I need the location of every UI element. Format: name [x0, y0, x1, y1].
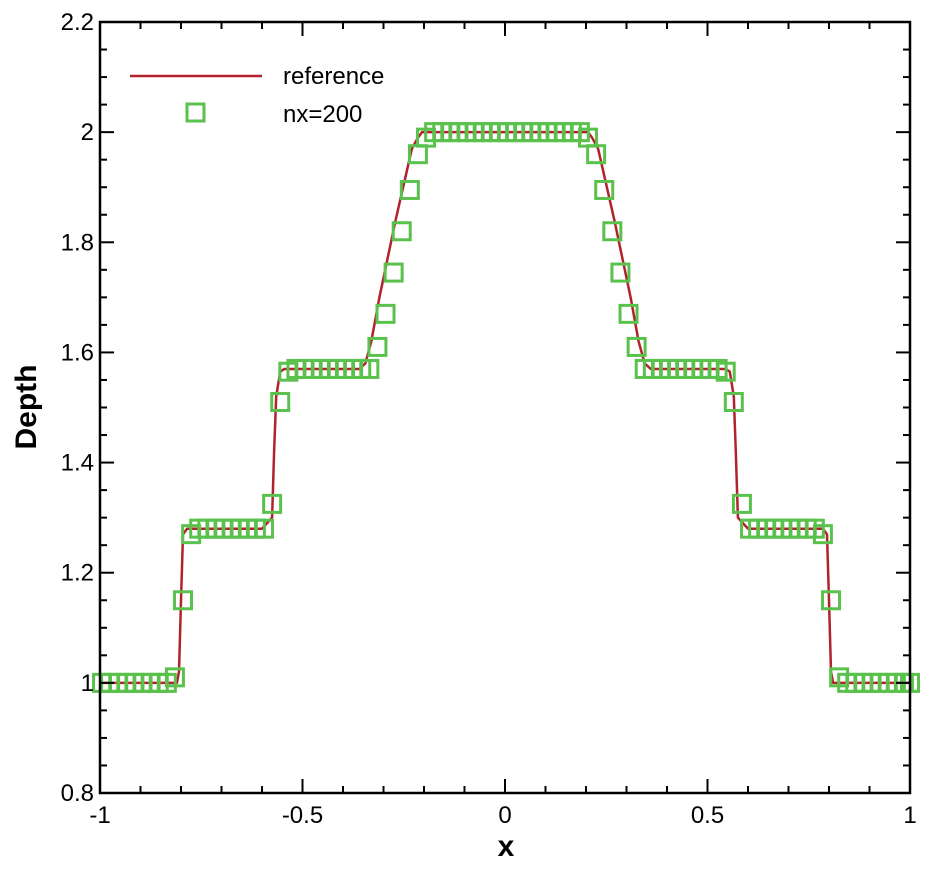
nx200-marker — [270, 391, 291, 412]
nx200-marker — [821, 590, 842, 611]
y-tick-label: 1.2 — [61, 560, 94, 587]
nx200-marker — [731, 493, 752, 514]
nx200-marker — [164, 667, 185, 688]
y-tick-label: 1.8 — [61, 229, 94, 256]
nx200-marker — [715, 361, 736, 382]
nx200-marker — [359, 358, 380, 379]
axis-layer: -1 -0.5 0 0.5 1 0.8 1 1.2 1.4 1.6 1.8 2 2.2 — [61, 9, 917, 829]
nx200-marker — [254, 518, 275, 539]
y-tick-label: 2 — [81, 119, 94, 146]
plot-frame — [98, 20, 912, 795]
nx200-marker — [594, 179, 615, 200]
y-tick-label: 1.4 — [61, 450, 94, 477]
x-tick-label: -1 — [89, 802, 110, 829]
nx200-marker — [602, 221, 623, 242]
legend-reference-label: reference — [283, 63, 384, 90]
y-tick-label: 1.6 — [61, 339, 94, 366]
legend: reference nx=200 — [130, 63, 384, 128]
y-tick-label: 0.8 — [61, 780, 94, 807]
nx200-marker — [586, 144, 607, 165]
nx200-marker — [723, 391, 744, 412]
nx200-marker — [262, 493, 283, 514]
y-tick-label: 1 — [81, 670, 94, 697]
y-tick-label: 2.2 — [61, 9, 94, 36]
nx200-marker — [626, 336, 647, 357]
series-layer — [92, 122, 920, 693]
nx200-marker — [618, 303, 639, 324]
nx200-marker — [173, 590, 194, 611]
x-tick-label: 0.5 — [691, 802, 724, 829]
legend-nx200-swatch — [185, 102, 206, 123]
reference-line — [100, 130, 910, 685]
nx200-marker — [375, 303, 396, 324]
x-tick-label: 1 — [903, 802, 916, 829]
legend-nx200-label: nx=200 — [283, 101, 362, 128]
x-axis-title: x — [498, 830, 515, 863]
nx200-marker — [367, 336, 388, 357]
x-tick-label: -0.5 — [282, 802, 323, 829]
y-axis-title: Depth — [10, 365, 43, 450]
x-tick-label: 0 — [498, 802, 511, 829]
nx200-marker — [399, 179, 420, 200]
nx200-marker — [391, 221, 412, 242]
nx200-marker — [812, 524, 833, 545]
nx200-marker — [610, 262, 631, 283]
nx200-marker — [383, 262, 404, 283]
